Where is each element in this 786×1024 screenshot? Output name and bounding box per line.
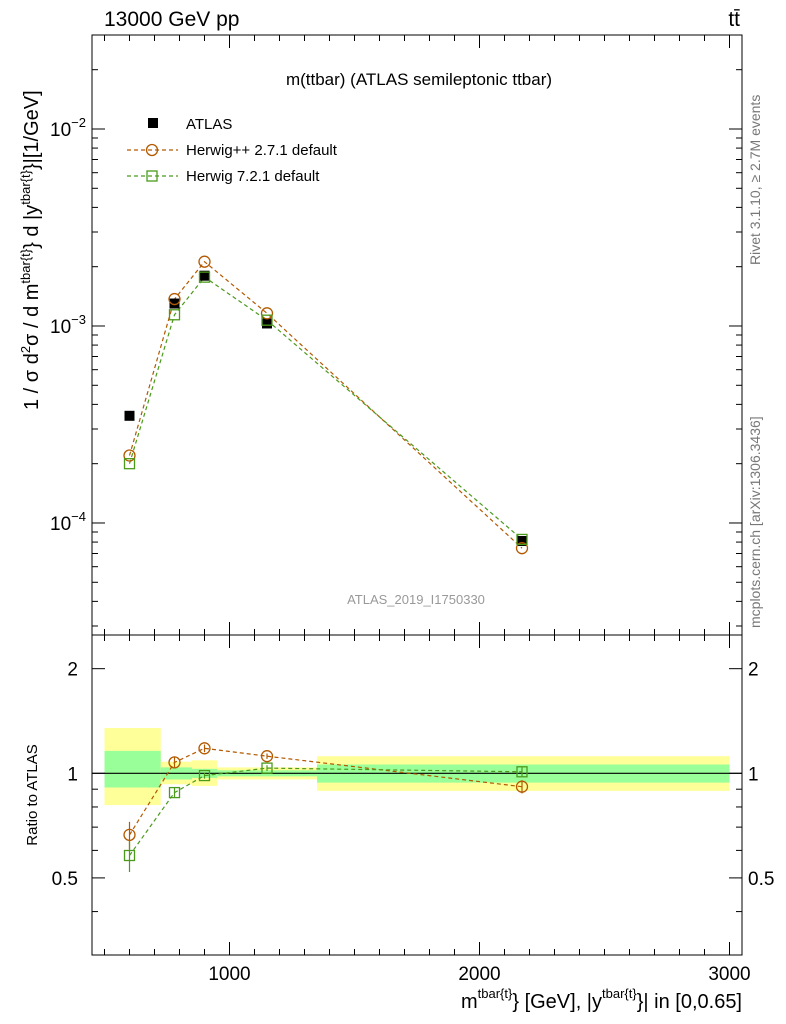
ratio-series-line-1 <box>129 767 523 856</box>
data-point-herwigpp <box>260 307 274 320</box>
main-series-layer <box>123 255 529 555</box>
data-point-herwig7 <box>198 271 211 283</box>
data-point-herwigpp <box>198 255 211 268</box>
ratio-y-tick-label: 1 <box>67 764 78 785</box>
uncertainty-band-green <box>104 750 161 788</box>
data-point-herwigpp <box>168 292 181 306</box>
data-point-atlas <box>199 270 210 281</box>
main-panel: 10−4 10−3 10−2 m(ttbar) (ATLAS semileptoni… <box>50 34 743 636</box>
series-line-1 <box>128 260 523 549</box>
ratio-point-herwig7 <box>168 786 181 799</box>
data-point-atlas <box>262 318 272 329</box>
data-point-herwig7 <box>261 314 273 326</box>
main-y-tick-label: 10−2 <box>50 115 86 141</box>
x-tick-label: 2000 <box>458 964 500 985</box>
legend-marker-herwigpp <box>145 143 159 157</box>
watermark: ATLAS_2019_I1750330 <box>347 592 485 607</box>
ratio-y-tick-label: 2 <box>67 660 78 681</box>
ratio-point-herwig7 <box>261 762 273 774</box>
ratio-tick-marks: 0.5 0.5 1 1 2 2 1000 2000 3000 <box>52 635 774 985</box>
ratio-point-herwigpp <box>515 780 529 793</box>
uncertainty-bands <box>104 727 730 806</box>
legend-marker-herwig7 <box>146 170 158 182</box>
ratio-point-herwigpp <box>168 756 181 769</box>
data-point-atlas <box>517 536 527 547</box>
legend-label-herwig7: Herwig 7.2.1 default <box>186 168 320 185</box>
legend-entry-herwig7: Herwig 7.2.1 default <box>127 168 320 185</box>
main-tick-marks: 10−4 10−3 10−2 <box>50 34 742 635</box>
x-tick-label: 3000 <box>708 964 750 985</box>
rivet-label: Rivet 3.1.10, ≥ 2.7M events <box>747 95 763 265</box>
main-y-tick-label: 10−4 <box>50 509 86 535</box>
mcplots-label: mcplots.cern.ch [arXiv:1306.3436] <box>747 416 763 628</box>
legend-label-atlas: ATLAS <box>186 116 232 133</box>
ratio-point-herwigpp <box>123 828 136 842</box>
chart-title: m(ttbar) (ATLAS semileptonic ttbar) <box>286 70 552 89</box>
ratio-point-herwig7 <box>198 769 211 782</box>
legend-entry-atlas: ATLAS <box>148 116 232 133</box>
legend-entry-herwigpp: Herwig++ 2.7.1 default <box>127 142 338 159</box>
ratio-point-herwig7 <box>123 849 136 862</box>
series-line-2 <box>128 276 523 540</box>
data-point-atlas <box>124 410 135 421</box>
data-point-herwigpp <box>123 449 136 462</box>
data-point-atlas <box>169 298 180 309</box>
data-point-herwig7 <box>168 309 181 321</box>
ratio-point-herwig7 <box>516 766 528 778</box>
ratio-y-tick-label-right: 1 <box>748 764 759 785</box>
legend: ATLAS Herwig++ 2.7.1 default Herwig 7.2.… <box>127 116 338 185</box>
legend-label-herwigpp: Herwig++ 2.7.1 default <box>186 142 338 159</box>
data-point-herwigpp <box>515 542 529 555</box>
main-y-tick-label: 10−3 <box>50 312 86 338</box>
ratio-panel: 0.5 0.5 1 1 2 2 1000 2000 3000 <box>52 634 774 985</box>
ratio-y-tick-label-right: 0.5 <box>748 869 774 890</box>
data-point-herwig7 <box>123 458 136 470</box>
main-y-axis-label: 1 / σ d2σ / d mtbar{t}} d |ytbar{t}}|[1/… <box>18 90 43 410</box>
ratio-series-line-0 <box>128 747 523 836</box>
x-axis-label: mtbar{t}} [GeV], |ytbar{t}}| in [0,0.65] <box>461 986 742 1013</box>
process-label: tt̄ <box>728 8 740 31</box>
ratio-plot-frame <box>91 634 743 956</box>
ratio-y-axis-label: Ratio to ATLAS <box>24 744 41 845</box>
legend-marker-atlas <box>148 118 158 128</box>
x-tick-label: 1000 <box>208 964 250 985</box>
ratio-point-herwigpp <box>198 742 211 755</box>
ratio-y-tick-label-right: 2 <box>748 660 759 681</box>
data-point-herwig7 <box>516 533 528 546</box>
energy-label: 13000 GeV pp <box>104 8 239 31</box>
ratio-point-herwigpp <box>260 750 274 763</box>
ratio-y-tick-label: 0.5 <box>52 869 78 890</box>
ratio-series-layer <box>123 742 529 872</box>
